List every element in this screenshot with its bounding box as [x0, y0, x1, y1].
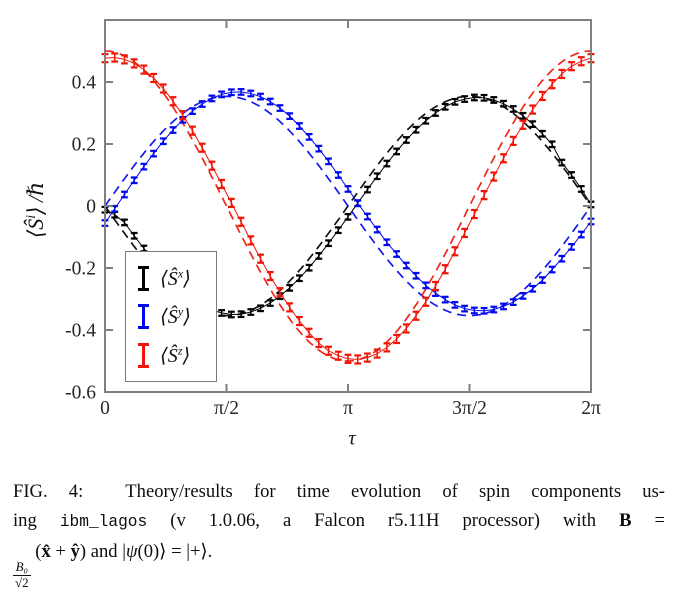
legend-label-sx: ⟨Ŝx⟩ [160, 265, 191, 290]
errorbar-glyph-red [138, 342, 149, 368]
y-tick-label: -0.2 [65, 259, 96, 280]
legend-item-sx: ⟨Ŝx⟩ [138, 265, 216, 291]
psi-symbol: ψ [125, 541, 138, 562]
y-tick-label: 0.2 [72, 135, 96, 156]
caption-line-1: FIG. 4: Theory/results for time evolutio… [13, 481, 665, 502]
series-errorbars-2 [101, 52, 595, 365]
x-tick-label: 2π [581, 398, 601, 419]
y-tick-label: 0.4 [72, 73, 97, 94]
bold-y-hat: ŷ [70, 541, 80, 562]
y-axis-label: ⟨Ŝi⟩ /ℏ [23, 182, 49, 239]
y-axis-label-superscript: i [22, 215, 38, 219]
code-ibm-lagos: ibm_lagos [59, 513, 148, 531]
bold-x-hat: x̂ [41, 541, 51, 562]
legend-item-sz: ⟨Ŝz⟩ [138, 342, 216, 368]
x-tick-label: 0 [100, 398, 110, 419]
legend-label-sy: ⟨Ŝy⟩ [160, 304, 191, 328]
bold-B: B [619, 510, 632, 531]
y-tick-label: -0.6 [65, 383, 96, 404]
legend-label-sz: ⟨Ŝz⟩ [160, 342, 191, 367]
y-axis-label-text: ⟨Ŝ [23, 218, 49, 239]
y-tick-label: 0 [86, 197, 96, 218]
y-axis-label-hbar: ⟩ /ℏ [23, 181, 49, 216]
axes-box: 0 π/2 π 3π/2 2π 0.4 0.2 0 -0.2 -0.4 -0.6 [65, 19, 601, 419]
x-tick-label: 3π/2 [452, 398, 487, 419]
figure-caption: FIG. 4: Theory/results for time evolutio… [13, 477, 665, 590]
y-tick-label: -0.4 [65, 321, 96, 342]
legend-item-sy: ⟨Ŝy⟩ [138, 304, 216, 329]
errorbar-glyph-blue [138, 304, 149, 329]
x-axis-label: τ [348, 425, 356, 450]
series-errorbars-1 [101, 88, 595, 315]
spin-evolution-plot: 0 π/2 π 3π/2 2π 0.4 0.2 0 -0.2 -0.4 -0.6 [65, 19, 601, 419]
fraction-B0-sqrt2: B₀ √2 [13, 559, 31, 590]
caption-line-3: B₀ √2 (x̂ + ŷ) and |ψ(0)⟩ = |+⟩. [13, 541, 213, 590]
caption-line-2: ing ibm_lagos (v 1.0.06, a Falcon r5.11H… [13, 510, 665, 531]
x-tick-label: π [343, 398, 353, 419]
legend: ⟨Ŝx⟩ ⟨Ŝy⟩ ⟨Ŝz⟩ [125, 251, 217, 382]
x-tick-label: π/2 [214, 398, 239, 419]
errorbar-glyph-black [138, 265, 149, 291]
